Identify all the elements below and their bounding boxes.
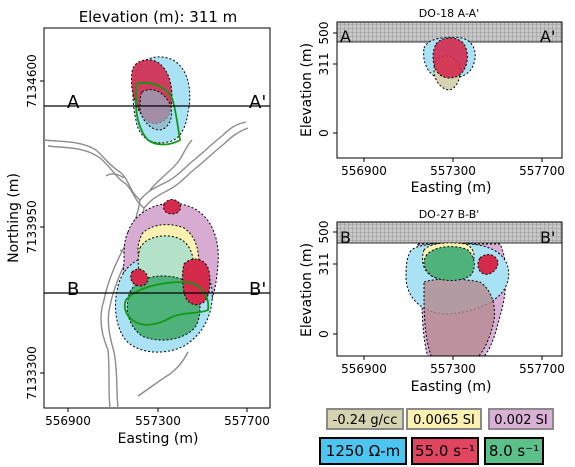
section-a-end-label: A' (540, 27, 555, 46)
legend-density: -0.24 g/cc (326, 408, 404, 430)
section-a-xtick-1: 556900 (341, 164, 387, 178)
section-a-ytick-1: 500 (317, 22, 331, 45)
map-ytick-1: 7134600 (25, 54, 39, 107)
section-b-conductor-body (423, 246, 475, 281)
section-b-end-label: B' (540, 228, 555, 247)
section-b-frame (336, 221, 563, 357)
section-a-ytick-3: 0 (317, 129, 331, 137)
section-b-ylabel: Elevation (m) (299, 243, 315, 337)
section-a-ytick-2: 311 (317, 53, 331, 76)
section-a-frame (336, 21, 563, 159)
section-b-start-label: B (340, 228, 351, 247)
section-a-ylabel: Elevation (m) (299, 43, 315, 137)
map-xlabel: Easting (m) (118, 431, 199, 447)
section-b-ytick-2: 311 (317, 253, 331, 276)
section-b-xtick-3: 557700 (519, 362, 565, 376)
section-a-end-label: A' (249, 92, 266, 113)
section-a-xlabel: Easting (m) (411, 180, 492, 196)
section-a-title: DO-18 A-A' (419, 7, 479, 20)
map-x-axis (67, 408, 248, 412)
legend-chargeability: 55.0 s⁻¹ (411, 437, 479, 465)
section-a-panel: DO-18 A-A' A A' 556900 557300 557700 Eas… (299, 7, 565, 196)
map-ytick-2: 7133950 (25, 200, 39, 253)
map-xtick-1: 556900 (45, 414, 91, 428)
map-ytick-3: 7133300 (25, 346, 39, 399)
map-ylabel: Northing (m) (6, 173, 22, 263)
map-title: Elevation (m): 311 m (79, 8, 238, 26)
plan-map: Elevation (m): 311 m (6, 8, 271, 447)
upper-anomaly-cluster (131, 56, 191, 146)
section-b-panel: DO-27 B-B' B B' 556900 557300 557700 Eas… (299, 208, 565, 395)
section-a-xtick-2: 557300 (430, 164, 476, 178)
section-b-xlabel: Easting (m) (411, 379, 492, 395)
section-b-ytick-1: 500 (317, 221, 331, 244)
section-b-title: DO-27 B-B' (419, 208, 480, 221)
section-a-chargeability-body (432, 37, 468, 79)
map-xtick-3: 557700 (224, 414, 270, 428)
section-b-start-label: B (67, 279, 79, 300)
legend-susceptibility-low: 0.002 SI (488, 408, 554, 430)
map-y-axis (40, 80, 44, 374)
section-b-chargeability-body (477, 254, 499, 275)
section-b-ytick-3: 0 (317, 330, 331, 338)
section-a-xtick-3: 557700 (519, 164, 565, 178)
section-b-topography (337, 222, 562, 244)
section-b-xtick-2: 557300 (430, 362, 476, 376)
section-b-xtick-1: 556900 (341, 362, 387, 376)
legend-conductivity: 8.0 s⁻¹ (484, 437, 544, 465)
legend-resistivity: 1250 Ω-m (319, 437, 407, 465)
legend-susceptibility-high: 0.0065 SI (406, 408, 482, 430)
section-a-start-label: A (340, 27, 351, 46)
lower-anomaly-cluster (115, 199, 219, 353)
map-xtick-2: 557300 (135, 414, 181, 428)
section-b-end-label: B' (249, 279, 266, 300)
section-b-density-body (423, 278, 495, 356)
section-a-start-label: A (67, 92, 80, 113)
